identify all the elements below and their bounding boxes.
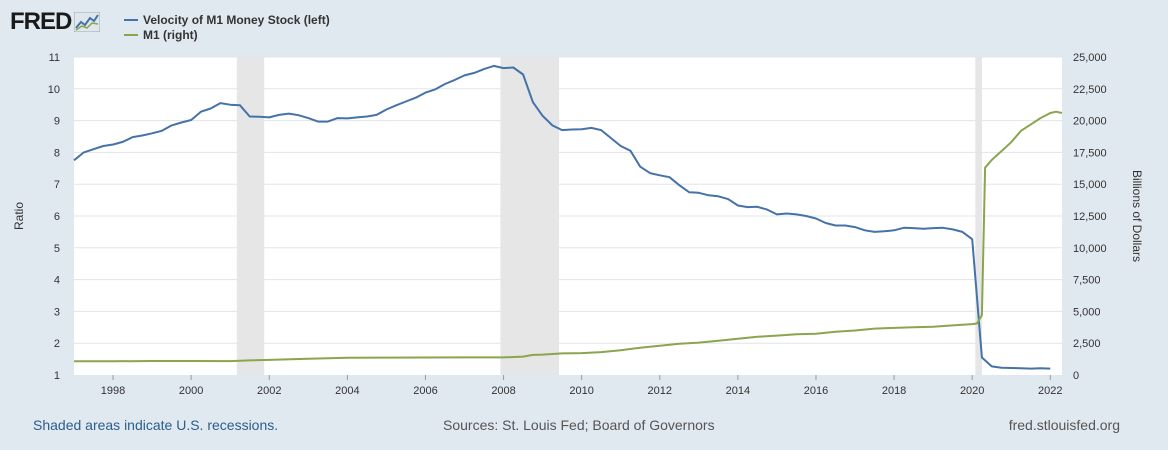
y-right-tick-label-7: 17,500	[1073, 147, 1107, 159]
x-tick-label-2012: 2012	[648, 385, 672, 397]
line-chart-icon	[74, 12, 101, 32]
y-left-tick-label-10: 11	[49, 52, 60, 64]
x-tick-label-2022: 2022	[1038, 385, 1062, 397]
x-tick-label-2020: 2020	[960, 385, 984, 397]
y-right-tick-label-3: 7,500	[1073, 275, 1101, 287]
y-axis-right-ticks: 0 2,500 5,000 7,500 10,000 12,500 15,000 17,500…	[1073, 52, 1107, 382]
legend-label-velocity: Velocity of M1 Money Stock (left)	[143, 12, 330, 27]
logo-text: FRED	[10, 8, 72, 35]
x-tick-label-2014: 2014	[726, 385, 750, 397]
series-line-velocity[interactable]	[73, 64, 1051, 370]
legend-swatch-m1	[124, 33, 138, 36]
x-tick-label-2016: 2016	[804, 385, 828, 397]
y-left-tick-label-7: 8	[54, 147, 60, 159]
x-tick-label-2018: 2018	[882, 385, 906, 397]
sources-text: Sources: St. Louis Fed; Board of Governo…	[443, 417, 715, 433]
y-right-tick-label-4: 10,000	[1073, 243, 1107, 255]
series-line-m1[interactable]	[74, 110, 1063, 363]
x-tick-label-1998: 1998	[101, 385, 125, 397]
y-left-tick-label-6: 7	[54, 179, 60, 191]
x-axis-ticks: 1998 2000 2002 2004 2006 2008 2010 2012 2014 2016…	[101, 375, 1063, 397]
y-right-tick-label-5: 12,500	[1073, 211, 1107, 223]
recession-note[interactable]: Shaded areas indicate U.S. recessions.	[33, 417, 279, 433]
y-right-tick-label-1: 2,500	[1073, 338, 1101, 350]
y-right-tick-label-10: 25,000	[1073, 52, 1107, 64]
y-left-tick-label-2: 3	[54, 306, 60, 318]
y-axis-left-ticks: 1 2 3 4 5 6 7 8 9 10 11	[48, 52, 60, 382]
y-left-tick-label-4: 5	[54, 243, 60, 255]
x-tick-label-2006: 2006	[413, 385, 437, 397]
chart-svg: 1998 2000 2002 2004 2006 2008 2010 2012 2014 2016…	[12, 52, 1144, 397]
y-left-tick-label-1: 2	[54, 338, 60, 350]
y-axis-left-label: Ratio	[12, 202, 26, 230]
y-right-tick-label-2: 5,000	[1073, 306, 1101, 318]
x-tick-label-2000: 2000	[179, 385, 203, 397]
y-left-tick-label-9: 10	[48, 84, 60, 96]
x-tick-label-2002: 2002	[257, 385, 281, 397]
fred-logo[interactable]: FRED	[10, 8, 101, 36]
y-right-tick-label-8: 20,000	[1073, 116, 1107, 128]
legend-label-m1: M1 (right)	[143, 27, 198, 42]
y-right-tick-label-9: 22,500	[1073, 84, 1107, 96]
y-left-tick-label-0: 1	[54, 370, 60, 382]
y-right-tick-label-6: 15,000	[1073, 179, 1107, 191]
fred-url-link[interactable]: fred.stlouisfed.org	[1008, 417, 1120, 433]
x-tick-label-2008: 2008	[491, 385, 515, 397]
gridlines	[74, 56, 1062, 344]
y-axis-right-label: Billions of Dollars	[1130, 170, 1144, 262]
series-lines	[73, 64, 1063, 370]
y-right-tick-label-0: 0	[1073, 370, 1079, 382]
y-left-tick-label-8: 9	[54, 116, 60, 128]
legend-item-velocity[interactable]: Velocity of M1 Money Stock (left)	[124, 12, 330, 27]
x-tick-label-2010: 2010	[569, 385, 593, 397]
y-left-tick-label-3: 4	[54, 275, 60, 287]
x-tick-label-2004: 2004	[335, 385, 359, 397]
y-left-tick-label-5: 6	[54, 211, 60, 223]
chart-legend: Velocity of M1 Money Stock (left) M1 (ri…	[124, 12, 330, 42]
legend-item-m1[interactable]: M1 (right)	[124, 27, 330, 42]
legend-swatch-velocity	[124, 18, 138, 21]
